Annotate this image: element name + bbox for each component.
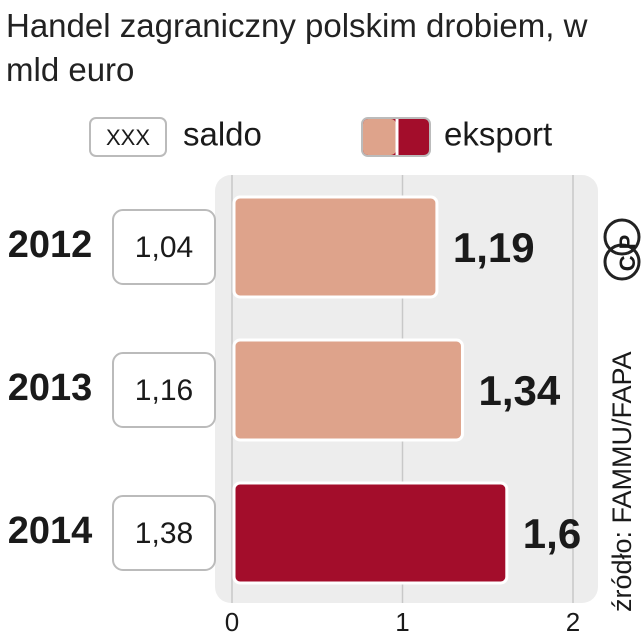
saldo-label: 1,38	[135, 517, 193, 550]
legend-label: eksport	[444, 116, 552, 153]
saldo-box	[112, 209, 216, 285]
value-label: 1,34	[478, 367, 560, 414]
logo: CP	[615, 229, 640, 272]
bar	[232, 338, 464, 442]
chart-title: Handel zagraniczny polskim drobiem, w ml…	[6, 7, 588, 88]
bar	[232, 195, 439, 299]
value-label: 1,6	[523, 510, 581, 557]
value-label: 1,19	[453, 224, 535, 271]
x-tick-label: 1	[395, 607, 409, 637]
category-label: 2014	[8, 510, 93, 552]
bar	[232, 481, 509, 585]
legend-sample: XXX	[106, 125, 150, 150]
x-tick-label: 0	[225, 607, 239, 637]
legend-label: saldo	[183, 116, 262, 153]
legend-saldo-swatch	[89, 117, 167, 157]
saldo-label: 1,04	[135, 231, 193, 264]
logo-circle	[603, 218, 641, 256]
saldo-box	[112, 495, 216, 571]
category-label: 2012	[8, 224, 93, 266]
saldo-label: 1,16	[135, 374, 193, 407]
category-label: 2013	[8, 367, 93, 409]
source: źródło: FAMMU/FAPA	[607, 351, 637, 612]
legend-eksport-swatch-b	[363, 119, 396, 155]
saldo-box	[112, 352, 216, 428]
logo-circle	[603, 243, 641, 281]
x-tick-label: 2	[566, 607, 580, 637]
